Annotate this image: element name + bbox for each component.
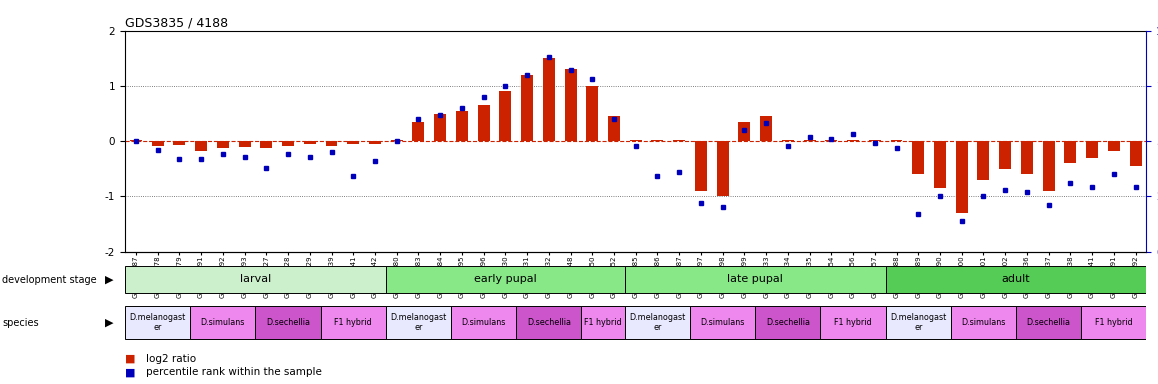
Bar — [1042, 141, 1055, 191]
Bar — [755, 306, 821, 339]
Bar — [886, 266, 1146, 293]
Text: late pupal: late pupal — [727, 274, 783, 285]
Text: D.melanogast
er: D.melanogast er — [629, 313, 686, 332]
Bar — [434, 114, 446, 141]
Text: F1 hybrid: F1 hybrid — [834, 318, 872, 327]
Bar — [386, 306, 450, 339]
Bar — [1064, 141, 1076, 163]
Text: early pupal: early pupal — [474, 274, 536, 285]
Text: D.melanogast
er: D.melanogast er — [390, 313, 447, 332]
Text: GDS3835 / 4188: GDS3835 / 4188 — [125, 17, 228, 30]
Bar — [821, 306, 886, 339]
Text: adult: adult — [1002, 274, 1031, 285]
Bar — [543, 58, 555, 141]
Bar — [999, 141, 1011, 169]
Text: development stage: development stage — [2, 275, 97, 285]
Bar — [1016, 306, 1082, 339]
Text: D.simulans: D.simulans — [701, 318, 745, 327]
Bar — [891, 140, 902, 141]
Bar — [369, 141, 381, 144]
Text: D.simulans: D.simulans — [961, 318, 1005, 327]
Text: D.sechellia: D.sechellia — [266, 318, 310, 327]
Bar — [935, 141, 946, 188]
Bar — [565, 70, 577, 141]
Bar — [321, 306, 386, 339]
Text: D.sechellia: D.sechellia — [1027, 318, 1071, 327]
Bar — [846, 140, 859, 141]
Bar — [499, 91, 512, 141]
Text: F1 hybrid: F1 hybrid — [1095, 318, 1133, 327]
Text: log2 ratio: log2 ratio — [146, 354, 196, 364]
Text: F1 hybrid: F1 hybrid — [335, 318, 372, 327]
Bar — [913, 141, 924, 174]
Bar — [521, 75, 533, 141]
Text: D.sechellia: D.sechellia — [527, 318, 571, 327]
Bar — [125, 266, 386, 293]
Bar — [283, 141, 294, 146]
Bar — [695, 141, 706, 191]
Bar — [477, 105, 490, 141]
Bar — [190, 306, 256, 339]
Bar — [977, 141, 989, 180]
Bar — [196, 141, 207, 151]
Bar — [456, 111, 468, 141]
Text: ■: ■ — [125, 354, 135, 364]
Bar — [239, 141, 250, 147]
Bar — [868, 140, 881, 141]
Bar — [1129, 141, 1142, 166]
Bar — [804, 140, 815, 141]
Text: D.simulans: D.simulans — [200, 318, 245, 327]
Text: ■: ■ — [125, 367, 135, 377]
Bar — [516, 306, 581, 339]
Bar — [1082, 306, 1146, 339]
Text: percentile rank within the sample: percentile rank within the sample — [146, 367, 322, 377]
Bar — [256, 306, 321, 339]
Text: ▶: ▶ — [105, 275, 113, 285]
Text: D.simulans: D.simulans — [461, 318, 506, 327]
Bar — [261, 141, 272, 148]
Bar — [390, 140, 403, 141]
Bar — [955, 141, 968, 213]
Bar — [652, 140, 664, 141]
Bar — [412, 122, 425, 141]
Text: F1 hybrid: F1 hybrid — [585, 318, 622, 327]
Text: D.melanogast
er: D.melanogast er — [130, 313, 185, 332]
Bar — [673, 140, 686, 141]
Bar — [450, 306, 516, 339]
Bar — [630, 140, 642, 141]
Text: species: species — [2, 318, 39, 328]
Bar — [217, 141, 229, 148]
Text: larval: larval — [240, 274, 271, 285]
Bar — [581, 306, 625, 339]
Bar — [1086, 141, 1098, 158]
Bar — [690, 306, 755, 339]
Bar — [125, 306, 190, 339]
Bar — [386, 266, 625, 293]
Bar — [130, 140, 142, 141]
Bar — [1021, 141, 1033, 174]
Text: D.melanogast
er: D.melanogast er — [891, 313, 946, 332]
Bar — [782, 140, 794, 141]
Bar — [325, 141, 337, 146]
Bar — [347, 141, 359, 144]
Bar — [174, 141, 185, 145]
Text: ▶: ▶ — [105, 318, 113, 328]
Bar — [717, 141, 728, 196]
Bar — [1108, 141, 1120, 151]
Bar — [303, 141, 316, 144]
Bar — [826, 140, 837, 141]
Bar — [586, 86, 599, 141]
Bar — [625, 306, 690, 339]
Bar — [152, 141, 163, 146]
Bar — [760, 116, 772, 141]
Bar — [886, 306, 951, 339]
Bar — [608, 116, 620, 141]
Text: D.sechellia: D.sechellia — [765, 318, 809, 327]
Bar — [951, 306, 1016, 339]
Bar — [625, 266, 886, 293]
Bar — [739, 122, 750, 141]
